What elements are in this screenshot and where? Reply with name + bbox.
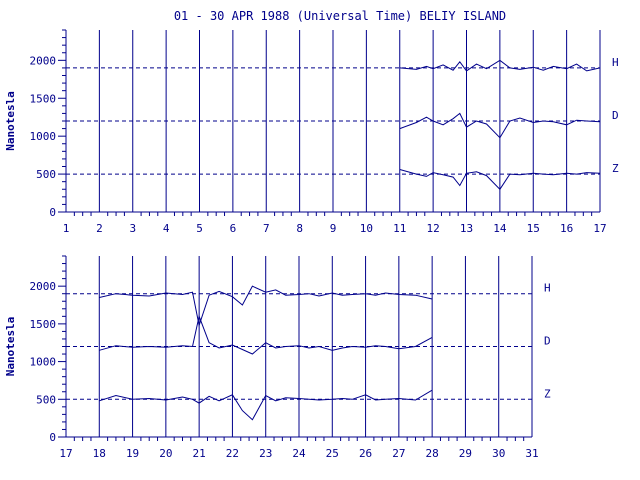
x-tick-label: 14 — [493, 222, 507, 235]
y-tick-label: 0 — [49, 431, 56, 444]
x-tick-label: 15 — [527, 222, 540, 235]
x-tick-label: 17 — [593, 222, 606, 235]
x-tick-label: 26 — [359, 447, 372, 460]
x-tick-label: 30 — [492, 447, 505, 460]
x-tick-label: 22 — [226, 447, 239, 460]
series-line-h — [399, 59, 601, 72]
x-tick-label: 10 — [360, 222, 373, 235]
component-label-d: D — [612, 109, 619, 122]
component-label-d: D — [544, 335, 551, 348]
x-tick-label: 21 — [193, 447, 206, 460]
x-tick-label: 1 — [63, 222, 70, 235]
y-axis-label: Nanotesla — [4, 91, 17, 151]
x-tick-label: 6 — [230, 222, 237, 235]
x-tick-label: 13 — [460, 222, 473, 235]
y-tick-label: 1000 — [30, 356, 57, 369]
x-tick-label: 16 — [560, 222, 573, 235]
x-tick-label: 23 — [259, 447, 272, 460]
x-tick-label: 31 — [525, 447, 538, 460]
x-tick-label: 27 — [392, 447, 405, 460]
x-tick-label: 25 — [326, 447, 339, 460]
y-tick-label: 2000 — [30, 280, 57, 293]
x-tick-label: 8 — [296, 222, 303, 235]
y-tick-label: 0 — [49, 206, 56, 219]
x-tick-label: 19 — [126, 447, 139, 460]
panel-days-17-31: 17 18 19 20 21 22 23 24 25 26 27 28 29 30 31 0 500 1000 15… — [4, 255, 551, 460]
component-label-h: H — [612, 56, 619, 69]
x-tick-label: 7 — [263, 222, 270, 235]
x-tick-label: 20 — [159, 447, 172, 460]
x-tick-label: 11 — [393, 222, 406, 235]
x-tick-label: 3 — [129, 222, 136, 235]
series-line-d — [399, 112, 601, 139]
x-tick-label: 24 — [292, 447, 306, 460]
series-line-h — [99, 285, 433, 328]
y-axis-label: Nanotesla — [4, 317, 17, 377]
series-line-z — [99, 389, 433, 421]
y-tick-label: 1000 — [30, 130, 57, 143]
y-tick-label: 1500 — [30, 318, 57, 331]
y-tick-label: 500 — [36, 168, 56, 181]
x-tick-label: 2 — [96, 222, 103, 235]
x-tick-label: 4 — [163, 222, 170, 235]
component-label-z: Z — [612, 162, 619, 175]
chart-title: 01 - 30 APR 1988 (Universal Time) BELIY … — [174, 9, 506, 23]
x-tick-label: 9 — [330, 222, 337, 235]
x-tick-label: 18 — [93, 447, 106, 460]
series-line-z — [399, 169, 601, 191]
component-label-h: H — [544, 282, 551, 295]
y-tick-label: 1500 — [30, 92, 57, 105]
y-tick-label: 500 — [36, 393, 56, 406]
panel-days-1-17: 1 2 3 4 5 6 7 8 9 10 11 12 13 14 15 16 17050010001500200… — [4, 29, 619, 235]
x-tick-label: 5 — [196, 222, 203, 235]
y-tick-label: 2000 — [30, 54, 57, 67]
x-tick-label: 12 — [427, 222, 440, 235]
x-tick-label: 17 — [59, 447, 72, 460]
component-label-z: Z — [544, 387, 551, 400]
x-tick-label: 28 — [426, 447, 439, 460]
x-tick-label: 29 — [459, 447, 472, 460]
series-line-d — [99, 314, 433, 355]
